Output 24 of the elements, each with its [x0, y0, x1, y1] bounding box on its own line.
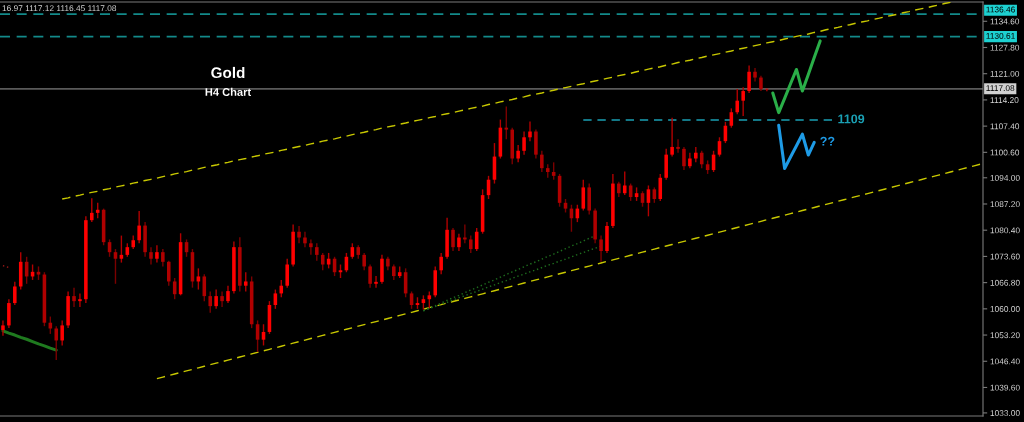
- data-label: 1109: [838, 114, 865, 124]
- y-tick-label: 1060.00: [990, 306, 1020, 312]
- y-tick-label: 1094.00: [990, 174, 1020, 181]
- ref-line-label: 1117.08: [986, 85, 1015, 92]
- y-tick-label: 1033.00: [990, 410, 1020, 417]
- ref-line-label: 1136.46: [986, 6, 1015, 13]
- text: H4 Chart: [205, 87, 252, 96]
- y-tick-label: 1039.60: [990, 384, 1020, 391]
- y-tick-label: 1134.60: [990, 18, 1020, 25]
- annotation: 16.97 1117.12 1116.45 1117.08: [2, 5, 117, 12]
- ref-line-label: 1130.61: [986, 32, 1015, 39]
- y-tick-label: 1046.40: [990, 358, 1020, 365]
- data-label: ??: [820, 136, 835, 146]
- y-tick-label: 1100.60: [990, 149, 1020, 156]
- y-tick-label: 1053.20: [990, 332, 1020, 339]
- y-tick-label: 1107.40: [990, 123, 1020, 130]
- y-tick-label: 1080.40: [990, 227, 1020, 234]
- y-tick-label: 1114.20: [990, 97, 1019, 104]
- text: Gold: [211, 66, 245, 79]
- y-tick-label: 1087.20: [990, 201, 1020, 208]
- y-tick-label: 1073.60: [990, 253, 1020, 260]
- y-tick-label: 1127.80: [990, 44, 1020, 51]
- y-tick-label: 1066.80: [990, 279, 1020, 286]
- y-tick-label: 1121.00: [990, 70, 1020, 77]
